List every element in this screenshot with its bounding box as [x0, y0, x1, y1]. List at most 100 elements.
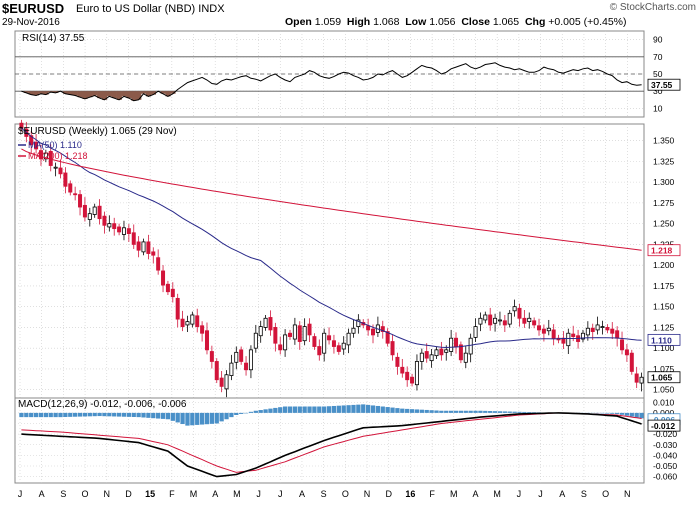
candle-body [546, 327, 551, 332]
macd-histogram-bar [33, 412, 39, 418]
macd-histogram-bar [424, 409, 429, 413]
candle-body [278, 344, 283, 351]
candle-body [307, 323, 312, 336]
price-last-value-box [647, 371, 681, 384]
macd-histogram-bar [365, 404, 371, 413]
price-tick-label: 1.125 [653, 322, 675, 332]
rsi-oversold-fill [165, 91, 171, 97]
macd-histogram-bar [468, 410, 473, 413]
macd-histogram-bar [600, 412, 605, 414]
candle-body [195, 315, 200, 327]
rsi-oversold-fill [87, 91, 93, 98]
macd-x-tick-label: 16 [405, 489, 415, 499]
open-label: Open [285, 16, 312, 28]
candle-body [463, 352, 468, 363]
rsi-oversold-fill [145, 91, 152, 97]
macd-x-tick-label: N [104, 489, 111, 499]
macd-histogram-bar [439, 410, 444, 413]
macd-x-tick-label: S [581, 489, 587, 499]
macd-last-value-box [647, 419, 681, 432]
candle-body [219, 377, 224, 387]
rsi-tick-label: 30 [653, 86, 663, 96]
candle-body [566, 332, 571, 347]
candle-body [512, 306, 517, 312]
macd-histogram-bar [214, 412, 219, 424]
macd-histogram-bar [610, 412, 615, 414]
candle-body [107, 223, 112, 228]
exchange-label: INDX [198, 3, 225, 15]
macd-histogram-bar [297, 406, 302, 413]
close-label: Close [461, 16, 490, 28]
candle-body [610, 328, 615, 334]
macd-x-tick-label: N [624, 489, 631, 499]
macd-x-tick-label: A [299, 489, 305, 499]
macd-x-tick-label: F [429, 489, 435, 499]
macd-x-tick-label: O [82, 489, 89, 499]
macd-x-tick-label: J [18, 489, 23, 499]
macd-histogram-bar [502, 411, 507, 413]
ma200-last-value: 1.218 [651, 246, 673, 256]
macd-histogram-bar [385, 407, 390, 413]
rsi-oversold-fill [72, 91, 78, 96]
candle-body [214, 361, 219, 381]
legend-label: MA(50) 1.110 [28, 140, 82, 150]
ma200-line [21, 148, 642, 251]
macd-histogram-bar [331, 405, 337, 413]
macd-tick-label: 0.010 [653, 397, 675, 407]
candle-body [253, 332, 258, 349]
candle-body [502, 320, 507, 326]
legend-label: MA(200) 1.218 [28, 151, 88, 161]
macd-histogram-bar [239, 412, 244, 414]
macd-histogram-bar [204, 412, 210, 425]
candle-body [468, 337, 473, 355]
price-panel [14, 123, 645, 399]
macd-histogram-bar [326, 406, 332, 413]
candle-body [629, 352, 634, 372]
macd-histogram-bar [405, 408, 410, 413]
rsi-last-value-box [647, 78, 681, 91]
rsi-oversold-fill [97, 91, 103, 99]
rsi-oversold-fill [43, 91, 49, 95]
macd-histogram-bar [336, 405, 341, 413]
rsi-oversold-fill [150, 91, 157, 95]
macd-histogram-bar [287, 406, 293, 413]
candle-body [605, 327, 610, 331]
macd-histogram-bar [483, 410, 488, 413]
macd-histogram-bar [488, 411, 493, 413]
macd-histogram-bar [19, 412, 24, 418]
macd-histogram-bar [507, 411, 512, 413]
macd-histogram-bar [395, 408, 400, 413]
rsi-oversold-fill [33, 91, 39, 96]
macd-histogram-bar [77, 412, 83, 417]
candle-body [336, 345, 341, 352]
candle-body [473, 326, 478, 338]
candle-body [43, 152, 48, 160]
macd-x-tick-label: M [233, 489, 241, 499]
candle-body [483, 314, 488, 321]
macd-histogram-bar [199, 412, 205, 425]
candle-body [273, 327, 278, 344]
candle-body [117, 226, 122, 233]
candle-body [239, 349, 244, 362]
macd-histogram-bar [219, 412, 224, 422]
macd-x-tick-label: A [212, 489, 218, 499]
macd-histogram-bar [160, 412, 166, 419]
macd-histogram-bar [180, 412, 185, 425]
rsi-oversold-fill [121, 91, 127, 97]
ma50-line [21, 127, 642, 349]
rsi-oversold-fill [141, 91, 147, 94]
rsi-oversold-fill [23, 91, 30, 93]
rsi-oversold-fill [28, 91, 34, 95]
candle-body [180, 318, 185, 327]
instrument-name: Euro to US Dollar (NBD) [76, 3, 196, 15]
candle-body [283, 334, 288, 351]
quote-summary: Open 1.059 High 1.068 Low 1.056 Close 1.… [285, 16, 627, 28]
macd-x-tick-label: M [493, 489, 501, 499]
macd-x-tick-label: M [190, 489, 198, 499]
candle-body [209, 351, 214, 362]
macd-tick-label: -0.060 [653, 472, 677, 482]
candle-body [532, 320, 537, 326]
macd-histogram-bar [243, 412, 249, 414]
macd-histogram-bar [165, 412, 171, 420]
candle-body [34, 141, 39, 150]
